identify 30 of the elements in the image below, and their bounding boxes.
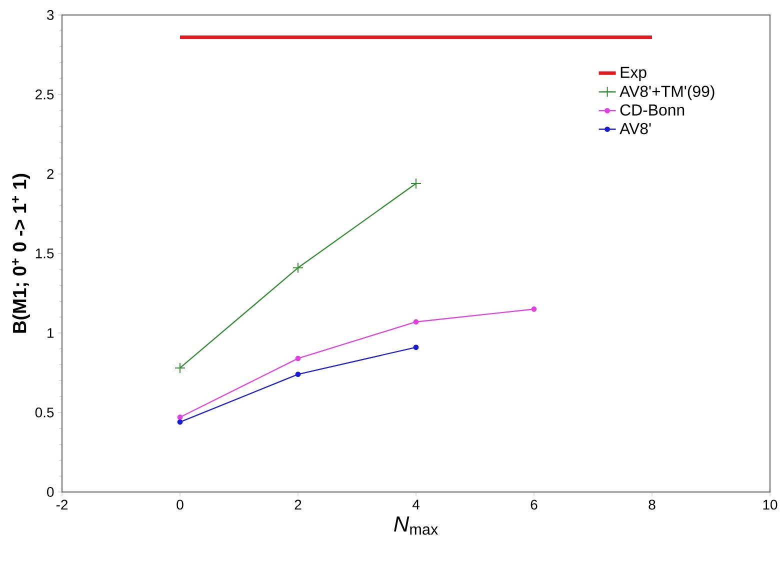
legend-label: AV8'+TM'(99): [620, 85, 714, 100]
y-tick-label: 2.5: [36, 90, 54, 100]
x-tick-label: 8: [648, 500, 656, 510]
y-tick-label: 3: [47, 10, 54, 20]
legend-label: CD-Bonn: [620, 104, 684, 116]
legend-label: Exp: [620, 66, 646, 82]
point: [174, 362, 186, 374]
x-axis-title: N$_{max}$: [394, 516, 438, 535]
point: [177, 419, 183, 425]
point: [413, 319, 419, 325]
y-axis-title: B(M1; 0$^{+}$ 0 -> 1$^{+}$ 1): [12, 174, 30, 333]
x-tick-label: 4: [412, 500, 420, 510]
x-tick-label: 10: [763, 500, 778, 510]
y-tick-label: 2: [47, 169, 54, 179]
y-tick-label: 0.5: [35, 408, 54, 418]
x-tick-label: -2: [56, 500, 68, 510]
point: [177, 414, 183, 420]
y-tick-label: 1.5: [36, 248, 54, 258]
point: [295, 356, 301, 362]
legend-label: AV8': [620, 122, 651, 134]
point: [295, 372, 301, 378]
point: [410, 178, 422, 190]
point: [531, 306, 537, 312]
point: [292, 262, 304, 274]
x-tick-label: 6: [530, 500, 538, 510]
x-tick-label: 2: [294, 500, 302, 510]
point: [413, 344, 419, 350]
y-tick-label: 0: [47, 487, 54, 497]
x-tick-label: 0: [176, 500, 184, 510]
y-tick-label: 1: [48, 328, 54, 338]
